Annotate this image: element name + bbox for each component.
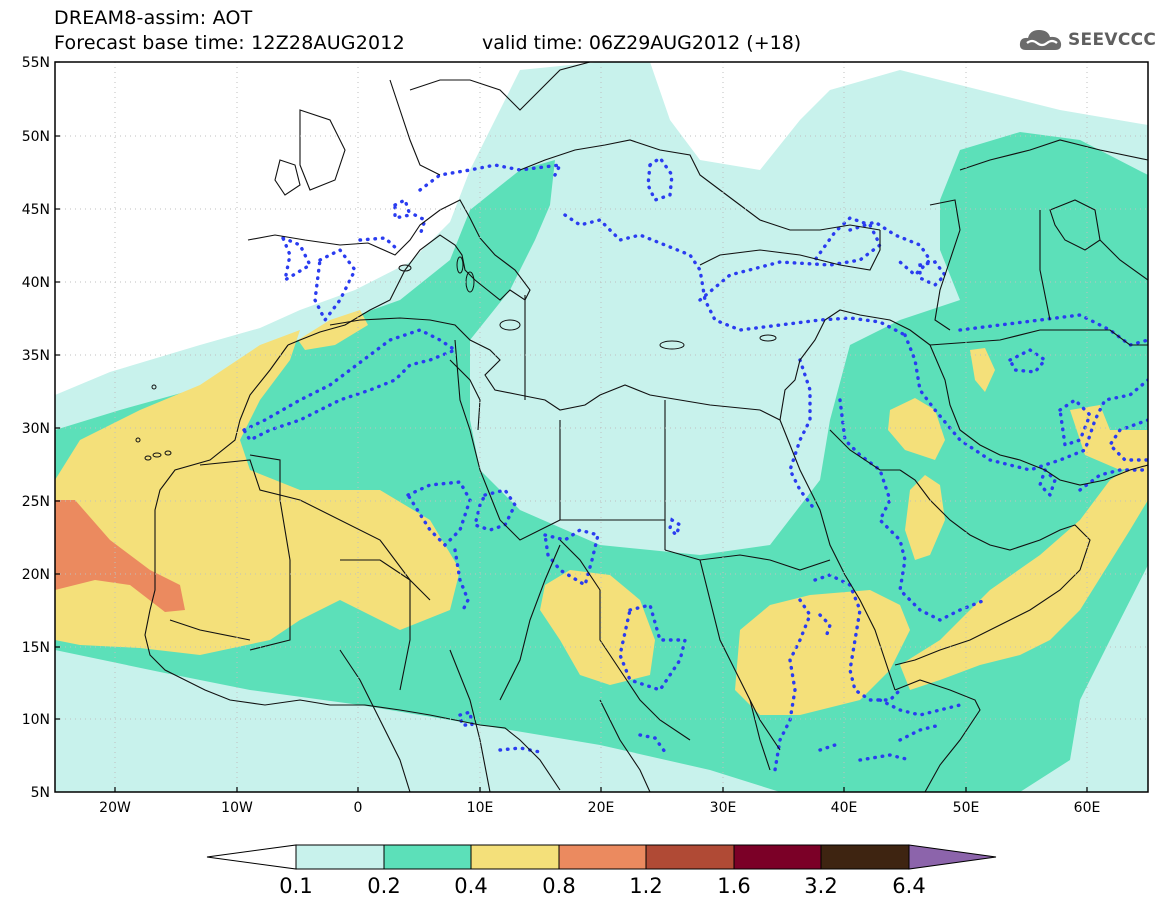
lon-labels: 20W 10W 0 10E 20E 30E 40E 50E 60E <box>99 800 1100 816</box>
lat-label: 45N <box>22 202 50 218</box>
lat-label: 25N <box>22 494 50 510</box>
lon-label: 40E <box>831 800 858 816</box>
lat-labels: 55N 50N 45N 40N 35N 30N 25N 20N 15N 10N … <box>22 55 50 801</box>
logo-text: SEEVCCC <box>1068 30 1157 50</box>
lat-label: 50N <box>22 129 50 145</box>
seevccc-logo: SEEVCCC <box>1018 25 1156 55</box>
dotted-contours <box>241 155 1148 772</box>
aot-field <box>55 62 1148 792</box>
colorbar-label: 0.1 <box>279 874 312 898</box>
lon-label: 50E <box>953 800 980 816</box>
lat-label: 40N <box>22 275 50 291</box>
lon-label: 10W <box>221 800 253 816</box>
lon-label: 60E <box>1074 800 1101 816</box>
aot-band-0.8 <box>55 500 185 612</box>
lat-label: 15N <box>22 640 50 656</box>
lat-label: 55N <box>22 55 50 71</box>
colorbar-label: 3.2 <box>804 874 837 898</box>
colorbar <box>206 844 997 870</box>
lat-label: 20N <box>22 567 50 583</box>
coastlines <box>144 62 1148 792</box>
colorbar-segment <box>820 844 910 870</box>
colorbar-segment <box>558 844 647 870</box>
graticule <box>55 62 1148 792</box>
colorbar-label: 0.4 <box>454 874 487 898</box>
lon-label: 20W <box>99 800 131 816</box>
colorbar-segment <box>733 844 822 870</box>
colorbar-label: 0.8 <box>542 874 575 898</box>
colorbar-label: 0.2 <box>367 874 400 898</box>
colorbar-label: 6.4 <box>892 874 925 898</box>
colorbar-under-arrow <box>206 844 297 870</box>
lat-label: 5N <box>31 785 50 801</box>
forecast-base-time: Forecast base time: 12Z28AUG2012 <box>54 32 405 54</box>
colorbar-segment <box>645 844 735 870</box>
colorbar-segment <box>295 844 385 870</box>
colorbar-label: 1.2 <box>629 874 662 898</box>
lat-label: 10N <box>22 712 50 728</box>
lon-label: 10E <box>467 800 494 816</box>
colorbar-segment <box>383 844 472 870</box>
colorbar-over-arrow <box>908 844 997 870</box>
colorbar-label: 1.6 <box>717 874 750 898</box>
colorbar-labels: 0.1 0.2 0.4 0.8 1.2 1.6 3.2 6.4 <box>279 874 925 898</box>
valid-time: valid time: 06Z29AUG2012 (+18) <box>482 32 802 54</box>
axis-ticks <box>55 61 1088 792</box>
lat-label: 30N <box>22 421 50 437</box>
lon-label: 0 <box>354 800 363 816</box>
lon-label: 30E <box>710 800 737 816</box>
lat-label: 35N <box>22 348 50 364</box>
lon-label: 20E <box>588 800 615 816</box>
colorbar-segment <box>470 844 560 870</box>
product-title: DREAM8-assim: AOT <box>54 7 253 29</box>
cloud-icon <box>1019 30 1062 50</box>
